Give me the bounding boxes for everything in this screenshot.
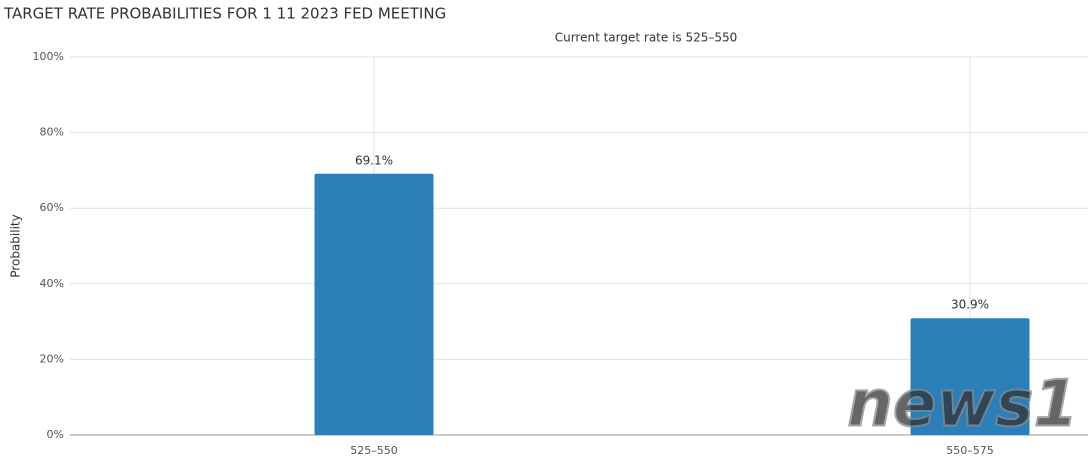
y-tick-label: 60% [40,201,64,214]
x-tick-label: 550–575 [946,444,994,457]
value-label: 30.9% [951,298,989,312]
x-tick-label: 525–550 [350,444,398,457]
y-tick-label: 20% [40,352,64,365]
value-label: 69.1% [355,153,393,167]
y-tick-label: 100% [33,50,64,63]
y-tick-label: 0% [47,428,64,441]
y-axis-label: Probability [9,214,23,277]
y-tick-label: 40% [40,277,64,290]
y-tick-label: 80% [40,126,64,139]
bar [910,318,1030,435]
chart-subtitle: Current target rate is 525–550 [555,31,738,45]
chart-title: TARGET RATE PROBABILITIES FOR 1 11 2023 … [3,5,446,23]
watermark: news1 [847,368,1078,442]
bar [314,173,434,435]
